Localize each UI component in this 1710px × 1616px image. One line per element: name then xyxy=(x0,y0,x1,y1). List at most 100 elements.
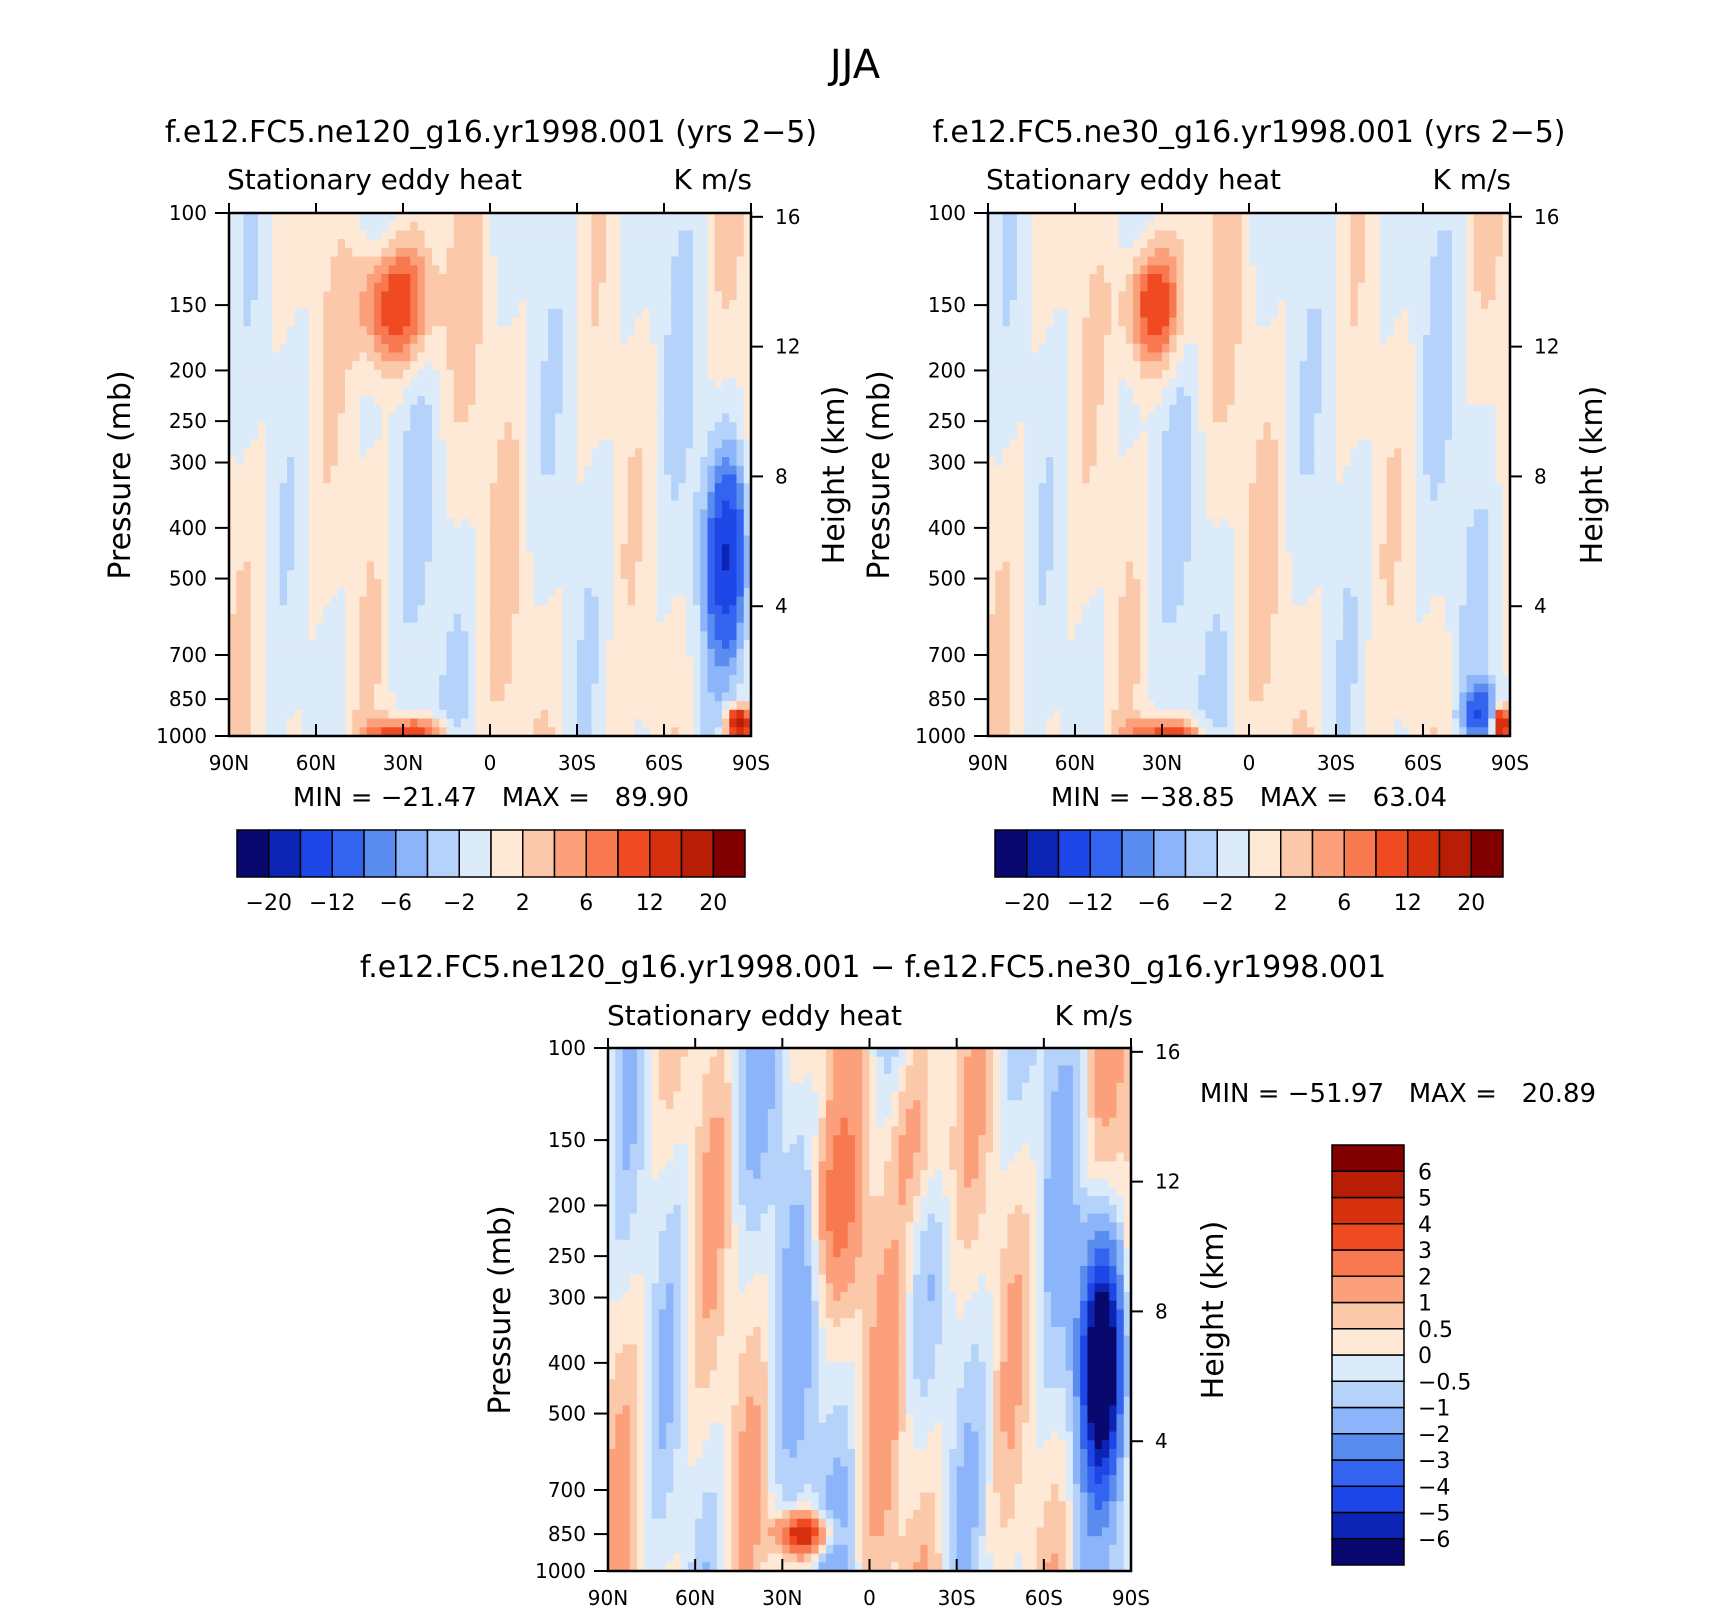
field-cell xyxy=(1401,265,1410,275)
field-cell xyxy=(562,666,571,676)
field-cell xyxy=(1386,221,1395,232)
field-cell xyxy=(642,587,651,598)
field-cell xyxy=(258,605,266,615)
field-cell xyxy=(229,718,237,728)
field-cell xyxy=(352,352,361,362)
field-cell xyxy=(707,666,716,676)
field-cell xyxy=(722,491,730,502)
field-cell xyxy=(236,605,245,615)
field-cell xyxy=(598,570,607,580)
field-cell xyxy=(1227,239,1236,249)
field-cell xyxy=(432,317,440,327)
field-cell xyxy=(1357,274,1366,284)
field-cell xyxy=(562,613,571,624)
field-cell xyxy=(381,666,390,676)
field-cell xyxy=(258,535,266,545)
field-cell xyxy=(243,605,252,615)
field-cell xyxy=(301,256,310,266)
field-cell xyxy=(627,439,636,449)
field-cell xyxy=(301,300,310,310)
field-cell xyxy=(1437,239,1446,249)
field-cell xyxy=(446,404,455,415)
field-cell xyxy=(453,335,462,345)
field-cell xyxy=(352,308,361,319)
field-cell xyxy=(236,509,245,519)
field-cell xyxy=(504,596,513,606)
field-cell xyxy=(526,692,535,702)
field-cell xyxy=(432,291,440,301)
field-cell xyxy=(439,247,448,258)
field-cell xyxy=(569,308,578,319)
field-cell xyxy=(417,657,426,667)
field-cell xyxy=(664,579,672,589)
field-cell xyxy=(388,213,397,223)
field-cell xyxy=(236,483,245,493)
field-cell xyxy=(301,396,310,406)
field-cell xyxy=(265,648,274,659)
field-cell xyxy=(642,509,651,519)
field-cell xyxy=(403,631,411,641)
field-cell xyxy=(649,422,658,432)
field-cell xyxy=(722,701,730,711)
field-cell xyxy=(316,596,324,606)
field-cell xyxy=(729,526,738,537)
field-cell xyxy=(439,500,448,510)
field-cell xyxy=(1466,265,1475,275)
field-cell xyxy=(243,378,252,388)
field-cell xyxy=(511,718,520,728)
field-cell xyxy=(461,509,469,519)
field-cell xyxy=(627,727,636,737)
panel-1-height-axis-label: Height (km) xyxy=(817,386,852,565)
field-cell xyxy=(693,343,701,354)
field-cell xyxy=(388,457,397,467)
field-cell xyxy=(577,491,585,502)
field-cell xyxy=(308,457,317,467)
field-cell xyxy=(337,430,346,441)
field-cell xyxy=(381,701,390,711)
x-tick-label: 60N xyxy=(296,751,336,775)
field-cell xyxy=(287,683,295,694)
field-cell xyxy=(1060,265,1069,275)
field-cell xyxy=(1336,247,1344,258)
field-cell xyxy=(1502,239,1511,249)
field-cell xyxy=(432,404,440,415)
field-cell xyxy=(272,239,281,249)
field-cell xyxy=(649,465,658,476)
field-cell xyxy=(685,483,694,493)
field-cell xyxy=(707,648,716,659)
field-cell xyxy=(417,561,426,571)
field-cell xyxy=(236,674,245,685)
field-cell xyxy=(584,239,593,249)
field-cell xyxy=(598,213,607,223)
field-cell xyxy=(1372,256,1381,266)
field-cell xyxy=(446,622,455,632)
field-cell xyxy=(642,282,651,293)
field-cell xyxy=(243,509,252,519)
field-cell xyxy=(497,657,506,667)
field-cell xyxy=(540,308,549,319)
field-cell xyxy=(345,544,353,554)
field-cell xyxy=(693,221,701,232)
field-cell xyxy=(736,274,745,284)
field-cell xyxy=(533,413,542,423)
field-cell xyxy=(656,727,665,737)
field-cell xyxy=(497,221,506,232)
field-cell xyxy=(432,509,440,519)
field-cell xyxy=(316,213,324,223)
field-cell xyxy=(279,500,288,510)
field-cell xyxy=(482,247,491,258)
field-cell xyxy=(410,448,419,458)
field-cell xyxy=(461,631,469,641)
field-cell xyxy=(417,613,426,624)
field-cell xyxy=(1307,274,1315,284)
field-cell xyxy=(1017,213,1025,223)
field-cell xyxy=(395,378,404,388)
field-cell xyxy=(656,291,665,301)
field-cell xyxy=(316,570,324,580)
field-cell xyxy=(272,282,281,293)
field-cell xyxy=(555,430,564,441)
field-cell xyxy=(374,291,382,301)
field-cell xyxy=(627,622,636,632)
field-cell xyxy=(620,308,629,319)
field-cell xyxy=(714,587,723,598)
